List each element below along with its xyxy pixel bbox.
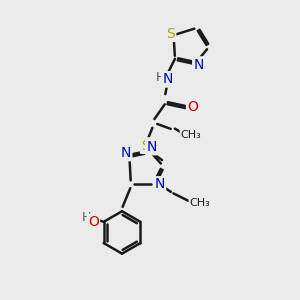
- Text: H: H: [81, 211, 91, 224]
- Text: CH₃: CH₃: [181, 130, 202, 140]
- Text: N: N: [121, 146, 131, 160]
- Text: O: O: [88, 215, 99, 229]
- Text: S: S: [141, 139, 150, 153]
- Text: H: H: [156, 71, 165, 84]
- Text: O: O: [187, 100, 198, 114]
- Text: CH₃: CH₃: [190, 198, 210, 208]
- Text: N: N: [154, 177, 165, 191]
- Text: N: N: [194, 58, 204, 72]
- Text: N: N: [146, 140, 157, 154]
- Text: S: S: [166, 27, 175, 41]
- Text: N: N: [163, 72, 173, 86]
